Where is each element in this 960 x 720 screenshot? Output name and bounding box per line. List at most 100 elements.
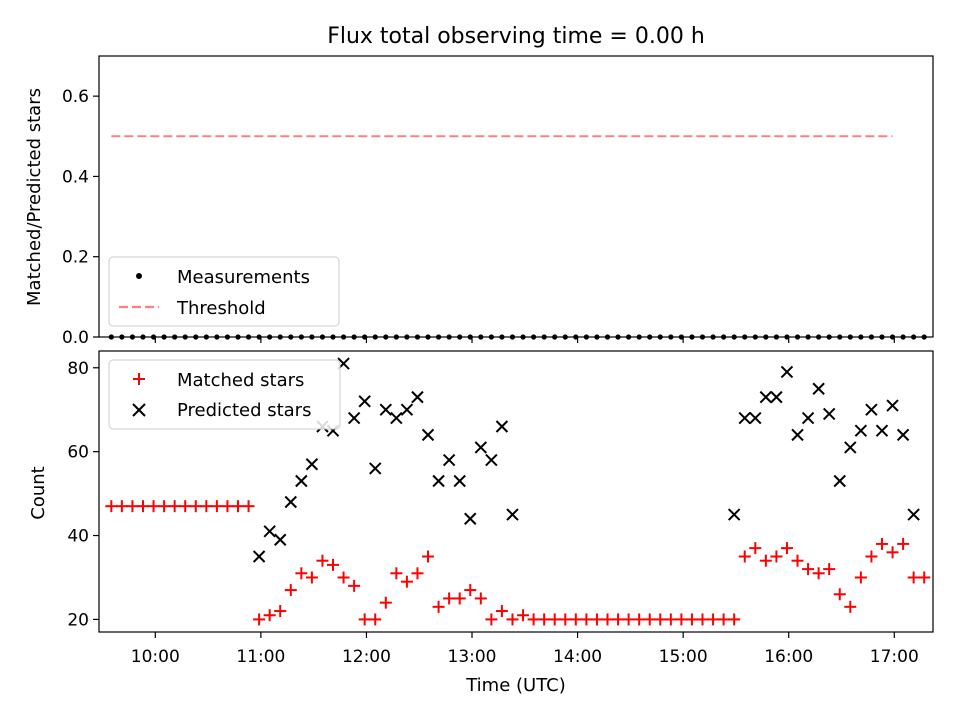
- top-chart-title: Flux total observing time = 0.00 h: [327, 24, 705, 49]
- predicted-star-point: [295, 474, 308, 488]
- matched-star-point: [854, 571, 867, 584]
- bottom-x-axis-label: Time (UTC): [465, 675, 566, 696]
- matched-star-point: [717, 613, 730, 626]
- matched-star-point: [316, 554, 329, 567]
- matched-star-point: [337, 571, 350, 584]
- top-y-tick-label: 0.0: [62, 328, 89, 348]
- matched-star-point: [453, 592, 466, 605]
- top-axes-frame: [98, 55, 934, 338]
- matched-star-point: [358, 613, 371, 626]
- matched-star-point: [348, 579, 361, 592]
- matched-star-point: [242, 500, 255, 513]
- matched-star-point: [485, 613, 498, 626]
- matched-star-point: [168, 500, 181, 513]
- predicted-star-point: [801, 411, 815, 425]
- matched-star-point: [538, 613, 551, 626]
- matched-star-point: [411, 567, 424, 580]
- matched-star-point: [601, 613, 614, 626]
- matched-star-point: [136, 500, 149, 513]
- matched-star-point: [432, 600, 445, 613]
- matched-star-point: [379, 596, 392, 609]
- predicted-star-point: [442, 453, 456, 467]
- matched-star-point: [390, 567, 403, 580]
- bottom-x-tick-label: 13:00: [448, 647, 497, 667]
- legend-predicted-marker: [132, 403, 146, 417]
- predicted-star-point: [833, 474, 846, 488]
- predicted-star-point: [749, 411, 762, 425]
- predicted-star-point: [284, 495, 297, 509]
- matched-star-point: [527, 613, 540, 626]
- matched-star-point: [664, 613, 677, 626]
- predicted-star-point: [780, 365, 794, 379]
- matched-star-point: [696, 613, 709, 626]
- predicted-star-point: [358, 395, 371, 408]
- legend-measurements-marker: [136, 273, 142, 279]
- matched-star-point: [126, 500, 139, 513]
- bottom-plot-marks: [105, 357, 931, 626]
- predicted-star-point: [305, 458, 319, 471]
- predicted-star-point: [421, 428, 435, 442]
- matched-star-point: [115, 500, 128, 513]
- predicted-star-point: [727, 508, 741, 521]
- matched-star-point: [263, 609, 276, 622]
- matched-star-point: [728, 613, 741, 626]
- predicted-star-point: [886, 399, 899, 412]
- predicted-star-point: [822, 407, 836, 421]
- top-y-tick-label: 0.6: [62, 87, 89, 107]
- predicted-star-point: [759, 390, 773, 404]
- top-panel: 0.0 0.2 0.4 0.6 Matched/Predicted stars Mea…: [24, 55, 934, 348]
- matched-star-point: [738, 550, 751, 563]
- matched-star-point: [749, 542, 762, 555]
- matched-star-point: [305, 571, 318, 584]
- bottom-x-tick-label: 11:00: [236, 647, 285, 667]
- predicted-star-point: [812, 382, 825, 395]
- matched-star-point: [918, 571, 931, 584]
- matched-star-point: [400, 575, 413, 588]
- top-y-tick-label: 0.2: [62, 248, 89, 268]
- matched-star-point: [823, 563, 836, 576]
- matched-star-point: [569, 613, 582, 626]
- matched-star-point: [253, 613, 266, 626]
- predicted-star-point: [844, 441, 857, 454]
- matched-star-point: [633, 613, 646, 626]
- matched-star-point: [232, 500, 244, 513]
- matched-star-point: [105, 500, 118, 513]
- matched-star-point: [284, 584, 297, 597]
- matched-star-point: [548, 613, 561, 626]
- predicted-star-point: [896, 428, 910, 442]
- matched-star-point: [685, 613, 698, 626]
- bottom-y-tick-label: 60: [67, 443, 89, 463]
- bottom-x-axis: 10:00 11:00 12:00 13:00 14:00 15:00 16:00 17:00: [131, 632, 919, 667]
- matched-star-point: [802, 563, 815, 576]
- matched-star-point: [474, 592, 487, 605]
- matched-star-point: [179, 500, 192, 513]
- predicted-star-point: [495, 420, 509, 433]
- bottom-y-axis: 20 40 60 80: [67, 359, 99, 630]
- predicted-star-point: [865, 403, 878, 416]
- top-legend: Measurements Threshold: [108, 256, 340, 327]
- bottom-x-tick-label: 10:00: [131, 647, 180, 667]
- bottom-x-tick-label: 14:00: [553, 647, 602, 667]
- matched-star-point: [643, 613, 656, 626]
- top-y-axis: 0.0 0.2 0.4 0.6: [62, 87, 99, 348]
- predicted-star-point: [432, 474, 445, 488]
- matched-star-point: [422, 550, 435, 563]
- matched-star-point: [844, 600, 857, 613]
- matched-star-point: [759, 554, 772, 567]
- matched-star-point: [295, 567, 308, 580]
- matched-star-point: [791, 554, 804, 567]
- legend-matched-marker: [133, 373, 145, 385]
- matched-star-point: [590, 613, 603, 626]
- matched-star-point: [495, 605, 508, 618]
- matched-star-point: [897, 537, 910, 550]
- matched-star-point: [189, 500, 202, 513]
- matched-star-point: [675, 613, 688, 626]
- matched-star-point: [770, 550, 783, 563]
- predicted-star-point: [791, 428, 804, 442]
- matched-star-point: [369, 613, 382, 626]
- matched-star-point: [865, 550, 878, 563]
- matched-star-point: [327, 558, 340, 571]
- predicted-star-point: [274, 533, 287, 546]
